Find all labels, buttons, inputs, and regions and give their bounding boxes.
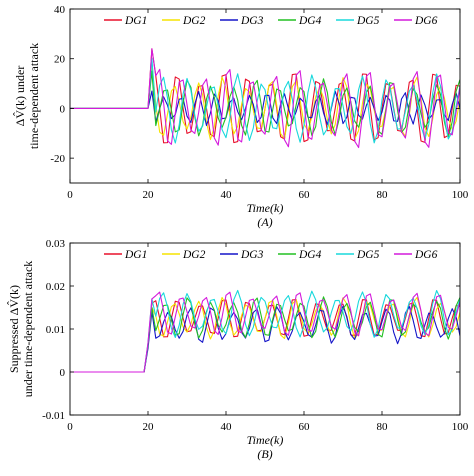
y-tick-label: 0 <box>60 103 66 115</box>
y-tick-label: 20 <box>54 54 66 66</box>
series-line-dg6 <box>70 48 460 149</box>
series-group <box>70 48 460 149</box>
x-tick-label: 100 <box>452 421 469 433</box>
legend-label-dg4: DG4 <box>298 249 322 261</box>
x-axis-label: Time(k) <box>247 201 284 215</box>
legend-label-dg3: DG3 <box>240 15 264 27</box>
x-tick-label: 80 <box>377 189 389 201</box>
legend-label-dg6: DG6 <box>414 15 438 27</box>
x-tick-label: 40 <box>221 189 233 201</box>
x-tick-label: 60 <box>299 421 311 433</box>
y-tick-label: 0.03 <box>46 238 66 250</box>
x-tick-label: 20 <box>143 421 155 433</box>
x-tick-label: 0 <box>67 421 73 433</box>
chart-panel-b: 0 20 40 60 80 100-0.0100.010.020.03Time(k)(B)… <box>7 238 469 461</box>
series-line-dg6 <box>70 291 460 373</box>
legend-label-dg2: DG2 <box>182 15 206 27</box>
panel-caption: (A) <box>257 215 272 229</box>
y-tick-label: 0 <box>60 367 66 379</box>
plot-area <box>70 243 460 415</box>
y-tick-label: 0.02 <box>46 281 65 293</box>
x-axis-label: Time(k) <box>247 433 284 447</box>
y-axis-label: Suppressed ΔV̂(k) under time-dependent at… <box>7 261 35 398</box>
legend-label-dg2: DG2 <box>182 249 206 261</box>
panel-caption: (B) <box>257 447 272 461</box>
x-tick-label: 0 <box>67 189 73 201</box>
x-tick-label: 20 <box>143 189 155 201</box>
y-axis-label-line: Suppressed ΔV̂(k) <box>7 285 21 373</box>
legend-label-dg1: DG1 <box>124 249 147 261</box>
y-tick-label: -20 <box>50 153 65 165</box>
y-axis-label: ΔV̂(k) under time-dependent attack <box>13 43 41 149</box>
y-tick-label: 0.01 <box>46 324 65 336</box>
legend-label-dg1: DG1 <box>124 15 147 27</box>
chart-panel-a: 0 20 40 60 80 100 -20 0 20 40 Time(k)(A) ΔV̂(k) und… <box>13 4 469 229</box>
legend-label-dg6: DG6 <box>414 249 438 261</box>
x-tick-label: 40 <box>221 421 233 433</box>
x-tick-label: 100 <box>452 189 469 201</box>
y-axis-label-line: ΔV̂(k) under <box>13 66 27 127</box>
x-tick-label: 60 <box>299 189 311 201</box>
y-tick-label: -0.01 <box>42 410 65 422</box>
legend-label-dg4: DG4 <box>298 15 322 27</box>
legend-label-dg5: DG5 <box>356 249 380 261</box>
series-group <box>70 289 460 373</box>
legend-label-dg5: DG5 <box>356 15 380 27</box>
y-axis-label-line: time-dependent attack <box>27 43 41 149</box>
y-axis-label-line: under time-dependent attack <box>21 261 35 398</box>
legend-label-dg3: DG3 <box>240 249 264 261</box>
y-tick-label: 40 <box>54 4 66 16</box>
axes-frame <box>69 8 461 184</box>
x-tick-label: 80 <box>377 421 389 433</box>
